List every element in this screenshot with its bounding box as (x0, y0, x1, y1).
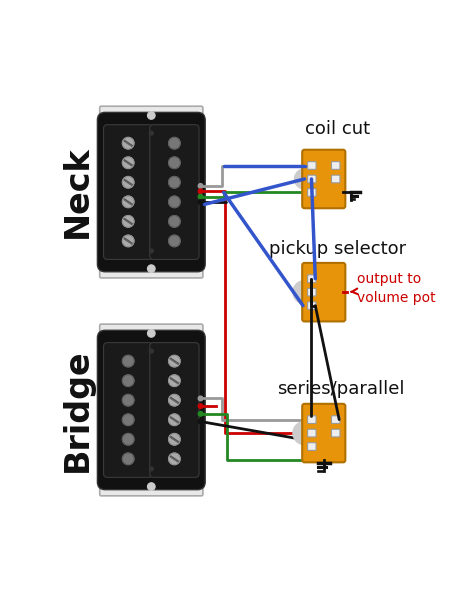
FancyBboxPatch shape (302, 404, 346, 462)
Circle shape (169, 216, 180, 227)
Circle shape (198, 419, 203, 424)
FancyBboxPatch shape (150, 342, 199, 478)
FancyBboxPatch shape (97, 330, 205, 490)
FancyBboxPatch shape (103, 342, 153, 478)
Circle shape (169, 355, 180, 367)
FancyBboxPatch shape (103, 125, 153, 259)
FancyBboxPatch shape (308, 188, 316, 196)
FancyBboxPatch shape (100, 481, 203, 496)
FancyBboxPatch shape (308, 443, 316, 450)
FancyBboxPatch shape (97, 112, 205, 271)
Circle shape (198, 184, 203, 188)
Circle shape (169, 157, 180, 168)
Circle shape (122, 433, 134, 445)
Circle shape (198, 396, 203, 401)
Text: coil cut: coil cut (305, 120, 370, 138)
FancyBboxPatch shape (331, 175, 340, 183)
Circle shape (122, 375, 134, 387)
Circle shape (169, 375, 180, 387)
FancyBboxPatch shape (308, 162, 316, 169)
Circle shape (122, 453, 134, 465)
Circle shape (122, 196, 134, 208)
Circle shape (169, 453, 180, 465)
Circle shape (293, 422, 316, 445)
Circle shape (169, 138, 180, 149)
Circle shape (294, 169, 315, 189)
Circle shape (169, 196, 180, 208)
Text: series/parallel: series/parallel (277, 381, 404, 398)
Circle shape (169, 176, 180, 188)
Circle shape (147, 483, 155, 490)
FancyBboxPatch shape (100, 333, 203, 487)
FancyBboxPatch shape (308, 416, 316, 424)
Circle shape (198, 189, 203, 193)
FancyBboxPatch shape (308, 288, 316, 296)
FancyBboxPatch shape (302, 263, 346, 321)
Circle shape (122, 395, 134, 406)
Circle shape (122, 414, 134, 425)
Circle shape (198, 200, 203, 204)
FancyBboxPatch shape (302, 150, 346, 208)
Circle shape (149, 132, 153, 135)
Circle shape (147, 112, 155, 119)
Circle shape (122, 176, 134, 188)
Circle shape (122, 235, 134, 247)
Circle shape (169, 433, 180, 445)
Circle shape (198, 404, 203, 408)
Circle shape (198, 411, 203, 416)
FancyBboxPatch shape (308, 302, 316, 310)
FancyBboxPatch shape (308, 429, 316, 437)
FancyBboxPatch shape (150, 125, 199, 259)
Text: output to
volume pot: output to volume pot (351, 272, 436, 305)
Text: pickup selector: pickup selector (269, 239, 406, 258)
FancyBboxPatch shape (308, 175, 316, 183)
Circle shape (293, 281, 316, 304)
Circle shape (122, 216, 134, 227)
FancyBboxPatch shape (308, 275, 316, 282)
Circle shape (147, 330, 155, 337)
Circle shape (149, 467, 153, 471)
Circle shape (149, 349, 153, 353)
Circle shape (169, 414, 180, 425)
FancyBboxPatch shape (100, 324, 203, 339)
FancyBboxPatch shape (331, 162, 340, 169)
Circle shape (122, 138, 134, 149)
Circle shape (169, 395, 180, 406)
FancyBboxPatch shape (331, 429, 340, 437)
Circle shape (147, 265, 155, 273)
Circle shape (122, 355, 134, 367)
FancyBboxPatch shape (100, 106, 203, 122)
Circle shape (198, 195, 203, 199)
Circle shape (122, 157, 134, 168)
Text: Neck: Neck (61, 146, 94, 238)
FancyBboxPatch shape (100, 115, 203, 270)
Text: Bridge: Bridge (61, 348, 94, 472)
FancyBboxPatch shape (331, 416, 340, 424)
FancyBboxPatch shape (100, 262, 203, 278)
Circle shape (169, 235, 180, 247)
Circle shape (149, 249, 153, 253)
